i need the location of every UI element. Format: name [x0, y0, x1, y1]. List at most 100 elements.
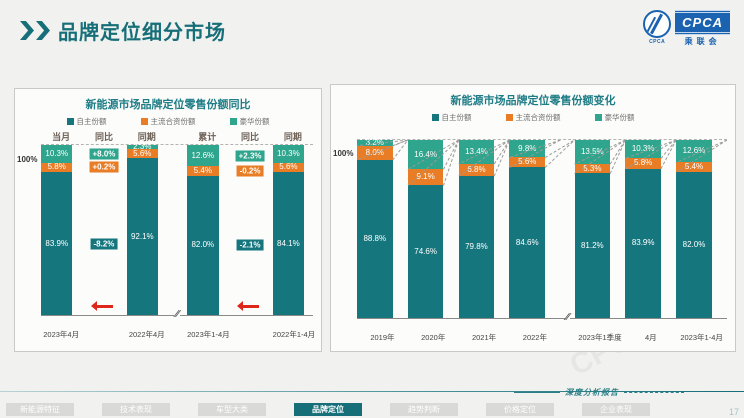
legend-item: 豪华份额 [594, 112, 635, 123]
bar-segment-jv: 5.6% [509, 157, 546, 168]
nav-tab-2[interactable]: 技术表现 [102, 403, 170, 416]
plot-yoy: 10.3% 5.8% 83.9% +8.0% +0.2% -8.2% 2.3% 5.6% 92.… [41, 142, 313, 315]
segment-value-label: 16.4% [414, 149, 437, 159]
bar-segment-domestic: 83.9% [41, 172, 73, 315]
segment-value-label: 84.1% [277, 238, 300, 248]
column-header: 当月 [52, 132, 71, 142]
segment-value-label: 9.1% [416, 172, 435, 182]
segment-value-label: 74.6% [414, 246, 437, 256]
x-axis-label: 2023年1-4月 [680, 332, 723, 342]
stacked-bar: 2.3% 5.6% 92.1% [126, 142, 159, 315]
segment-value-label: 82.0% [682, 240, 706, 249]
nav-tab-1[interactable]: 新能源特征 [6, 403, 74, 416]
bar-segment-jv: 5.6% [126, 148, 159, 159]
legend-label: 自主份额 [441, 113, 472, 122]
bar-segment-luxury: 13.4% [458, 140, 495, 164]
column-header: 同比 [94, 132, 113, 142]
bar-segment-luxury: 10.3% [272, 145, 305, 163]
bar-segment-jv: 5.4% [676, 162, 712, 173]
bar-segment-luxury: 10.3% [41, 145, 73, 163]
segment-value-label: 10.3% [45, 148, 69, 158]
legend-swatch-icon [431, 114, 439, 121]
segment-value-label: 5.6% [518, 157, 537, 167]
bar-segment-domestic: 84.6% [509, 167, 546, 318]
x-axis-label: ∕∕ [167, 309, 187, 332]
nav-tab-7[interactable]: 企业表现 [582, 403, 650, 416]
x-axis-label [81, 316, 126, 321]
legend-swatch-icon [229, 118, 237, 125]
nav-tab-3[interactable]: 车型大类 [198, 403, 266, 416]
segment-value-label: 5.8% [47, 162, 66, 172]
y-axis-top-label: 100% [333, 149, 354, 158]
legend-label: 主流合资份额 [150, 117, 196, 126]
report-tag: 深度分析报告 [514, 387, 684, 398]
chart-panel-trend: 新能源市场品牌定位零售份额变化 自主份额 主流合资份额 豪华份额 100% 3.2%… [330, 84, 736, 352]
segment-value-label: 83.9% [45, 238, 69, 248]
nav-tab-4[interactable]: 品牌定位 [294, 403, 362, 416]
segment-value-label: 83.9% [631, 238, 655, 248]
bar-segment-jv: 5.8% [625, 158, 661, 169]
segment-value-label: 82.0% [191, 240, 215, 250]
x-axis-label: 2023年1季度 [578, 332, 622, 342]
comparison-arrow-icon [237, 301, 260, 311]
segment-value-label: 8.0% [365, 147, 384, 157]
segment-value-label: 13.4% [465, 146, 488, 156]
segment-value-label: 5.8% [634, 158, 653, 168]
legend-item: 豪华份额 [229, 116, 270, 127]
x-axis-label: ∕∕ [560, 312, 574, 335]
x-axis-label: 2023年1-4月 [187, 329, 230, 339]
cpca-chinese-name: 乘联会 [684, 37, 721, 46]
stacked-bar-column: 3.2% 8.0% 88.8% [357, 138, 408, 318]
legend-label: 主流合资份额 [515, 113, 561, 122]
segment-value-label: 12.6% [682, 146, 706, 156]
nav-tab-6[interactable]: 价格定位 [486, 403, 554, 416]
report-label: 深度分析报告 [565, 388, 619, 397]
segment-value-label: 5.6% [279, 162, 298, 172]
yoy-badge: -8.2% [90, 238, 118, 250]
x-axis-label: 2022年1-4月 [272, 329, 316, 339]
chart-panel-yoy: 新能源市场品牌定位零售份额同比 自主份额 主流合资份额 豪华份额 100% 当月 同比… [14, 88, 322, 352]
nav-tab-5[interactable]: 趋势判断 [390, 403, 458, 416]
stacked-bar-column: 16.4% 9.1% 74.6% [407, 140, 459, 318]
chart-title-trend: 新能源市场品牌定位零售份额变化 [450, 95, 616, 107]
column-headers-yoy: 当月 同比 同期 累计 同比 同期 [41, 129, 313, 144]
axis-break-icon: ∕∕ [564, 312, 571, 323]
legend-trend: 自主份额 主流合资份额 豪华份额 [331, 110, 735, 125]
legend-swatch-icon [140, 118, 148, 125]
segment-value-label: 84.6% [515, 237, 539, 247]
bar-segment-luxury: 10.3% [625, 140, 661, 159]
x-axis-label: 2020年 [421, 332, 446, 342]
x-axis-label: 2021年 [471, 332, 497, 342]
x-axis-label: 4月 [644, 332, 657, 342]
axis-labels-yoy: 2023年4月 2022年4月 ∕∕ 2023年1-4月 2022年1-4月 [41, 309, 315, 342]
bar-segment-luxury: 12.6% [676, 140, 712, 163]
axis-labels-trend: 2019年 2020年 2021年 2022年 ∕∕ 2023年1季度 4月 2023年1-4… [357, 312, 727, 345]
stacked-bar-column: 12.6% 5.4% 82.0% [187, 145, 227, 315]
segment-value-label: 10.3% [631, 144, 655, 154]
legend-item: 自主份额 [66, 116, 107, 127]
legend-swatch-icon [505, 114, 513, 121]
stacked-bar: 13.4% 6.8% 79.8% [458, 140, 495, 318]
yoy-badge: +0.2% [89, 161, 119, 173]
column-header: 同期 [137, 132, 156, 142]
segment-value-label: 88.8% [363, 233, 387, 243]
yoy-badge-column: +8.0% +0.2% -8.2% [81, 145, 126, 315]
bar-segment-domestic: 92.1% [126, 158, 159, 315]
column-header: 累计 [198, 132, 217, 142]
segment-value-label: 92.1% [130, 231, 154, 241]
segment-value-label: 81.2% [580, 240, 604, 250]
yoy-badge: -2.1% [236, 239, 264, 251]
plot-trend: 3.2% 8.0% 88.8% 16.4% 9.1% 74.6% 13.4% 6.8% 79.8… [357, 138, 727, 318]
segment-value-label: 10.3% [277, 148, 300, 158]
cpca-wordmark: CPCA [675, 10, 730, 35]
column-header: 同期 [283, 132, 302, 142]
bar-segment-luxury: 9.8% [509, 140, 546, 158]
segment-value-label: 5.6% [133, 148, 152, 158]
column-header: 同比 [241, 132, 260, 142]
bar-segment-domestic: 81.2% [574, 173, 611, 318]
footer-divider [0, 390, 744, 392]
segment-value-label: 12.6% [191, 150, 215, 160]
stacked-bar-column: 9.8% 5.6% 84.6% [509, 140, 560, 318]
stacked-bar-column: 13.4% 6.8% 79.8% [458, 140, 510, 318]
